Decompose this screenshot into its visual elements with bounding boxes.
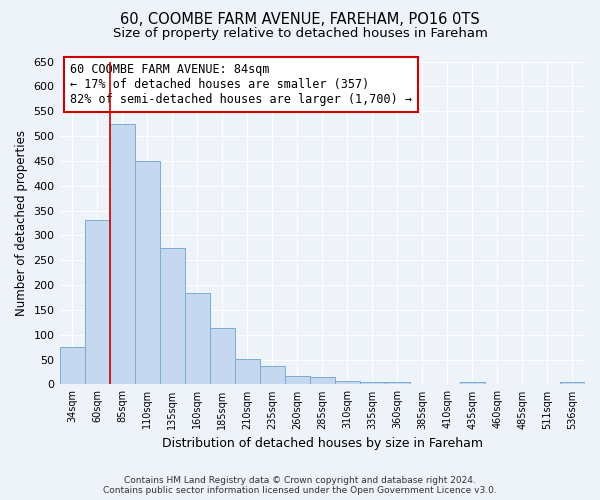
Bar: [85, 220, 110, 384]
Y-axis label: Number of detached properties: Number of detached properties: [15, 130, 28, 316]
Text: 60, COOMBE FARM AVENUE, FAREHAM, PO16 0TS: 60, COOMBE FARM AVENUE, FAREHAM, PO16 0T…: [120, 12, 480, 28]
Bar: [335, 381, 360, 384]
Bar: [360, 382, 385, 384]
Bar: [460, 382, 485, 384]
Bar: [285, 376, 310, 384]
Bar: [310, 378, 335, 384]
Bar: [160, 248, 185, 384]
Bar: [235, 358, 260, 384]
Bar: [59, 347, 85, 385]
Bar: [185, 292, 209, 384]
Bar: [560, 382, 585, 384]
Bar: [385, 382, 410, 384]
Text: 60 COOMBE FARM AVENUE: 84sqm
← 17% of detached houses are smaller (357)
82% of s: 60 COOMBE FARM AVENUE: 84sqm ← 17% of de…: [70, 63, 412, 106]
Bar: [110, 124, 134, 384]
Bar: [134, 161, 160, 384]
Text: Contains HM Land Registry data © Crown copyright and database right 2024.
Contai: Contains HM Land Registry data © Crown c…: [103, 476, 497, 495]
Text: Size of property relative to detached houses in Fareham: Size of property relative to detached ho…: [113, 28, 487, 40]
Bar: [260, 366, 285, 384]
X-axis label: Distribution of detached houses by size in Fareham: Distribution of detached houses by size …: [162, 437, 483, 450]
Bar: [209, 328, 235, 384]
